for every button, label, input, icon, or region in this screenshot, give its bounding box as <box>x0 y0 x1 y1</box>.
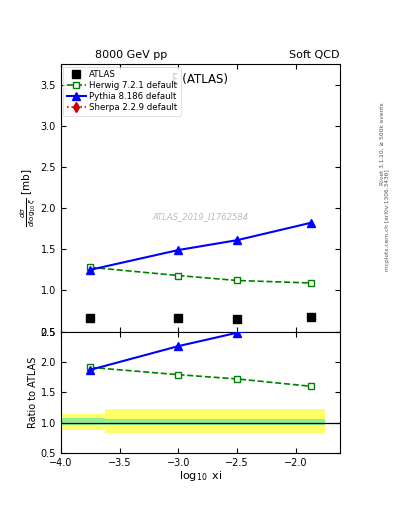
ATLAS <box>176 315 181 322</box>
Y-axis label: Ratio to ATLAS: Ratio to ATLAS <box>28 357 38 428</box>
Line: Herwig 7.2.1 default: Herwig 7.2.1 default <box>87 264 314 286</box>
Pythia 8.186 default <box>176 247 181 253</box>
Text: ATLAS_2019_I1762584: ATLAS_2019_I1762584 <box>152 212 248 221</box>
Text: 8000 GeV pp: 8000 GeV pp <box>95 50 167 60</box>
Text: ξ (ATLAS): ξ (ATLAS) <box>173 73 228 87</box>
Legend: ATLAS, Herwig 7.2.1 default, Pythia 8.186 default, Sherpa 2.2.9 default: ATLAS, Herwig 7.2.1 default, Pythia 8.18… <box>64 67 181 116</box>
Text: mcplots.cern.ch [arXiv:1306.3436]: mcplots.cern.ch [arXiv:1306.3436] <box>385 169 389 271</box>
ATLAS <box>88 314 93 321</box>
ATLAS <box>235 316 239 322</box>
Herwig 7.2.1 default <box>88 264 93 270</box>
Herwig 7.2.1 default <box>308 280 313 286</box>
Line: ATLAS: ATLAS <box>86 313 314 323</box>
Pythia 8.186 default <box>308 220 313 226</box>
Pythia 8.186 default <box>88 267 93 273</box>
Herwig 7.2.1 default <box>176 272 181 279</box>
Line: Pythia 8.186 default: Pythia 8.186 default <box>86 219 314 273</box>
Text: Soft QCD: Soft QCD <box>290 50 340 60</box>
ATLAS <box>308 314 313 320</box>
Herwig 7.2.1 default <box>235 278 239 284</box>
Pythia 8.186 default <box>235 237 239 243</box>
Text: Rivet 3.1.10, ≥ 500k events: Rivet 3.1.10, ≥ 500k events <box>380 102 384 185</box>
Y-axis label: $\frac{d\sigma}{d\log_{10}\xi}$ [mb]: $\frac{d\sigma}{d\log_{10}\xi}$ [mb] <box>18 168 38 227</box>
X-axis label: $\log_{10}$ xi: $\log_{10}$ xi <box>179 470 222 483</box>
